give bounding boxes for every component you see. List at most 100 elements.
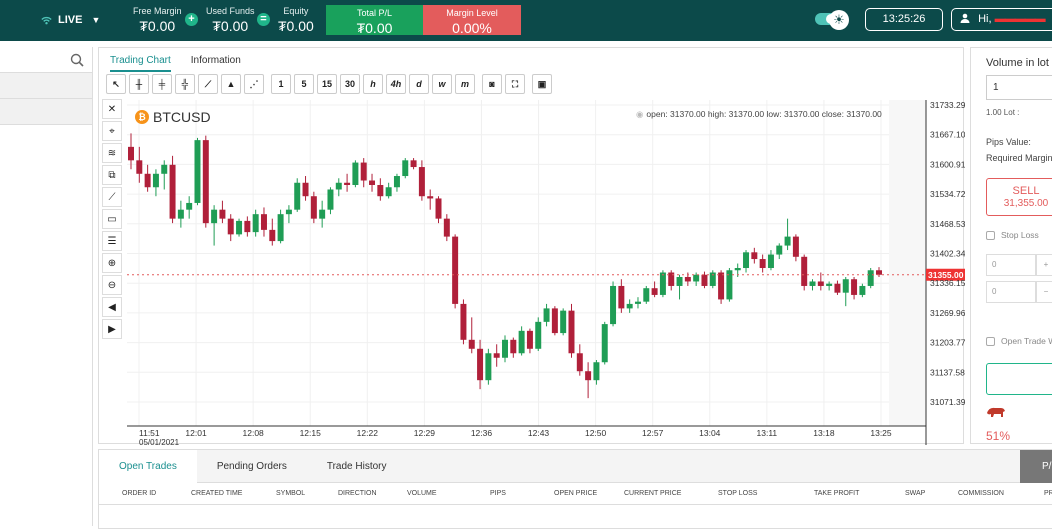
drawing-tools: ✕ ⌖ ≋ ⧉ ⟋ ▭ ☰ ⊕ ⊖ ◀ ▶ — [102, 99, 122, 341]
candle-body — [410, 160, 417, 168]
price-tick-label: 31667.10 — [930, 130, 965, 140]
candle-body — [310, 196, 317, 219]
hollow-candle-icon[interactable]: ╬ — [175, 74, 195, 94]
stop-loss-checkbox[interactable]: Stop Loss — [986, 230, 1039, 240]
cursor-icon[interactable]: ↖ — [106, 74, 126, 94]
candle-body — [585, 371, 592, 381]
instrument-category-row[interactable] — [0, 73, 92, 99]
tab-trading-chart[interactable]: Trading Chart — [110, 55, 171, 72]
candle-body — [194, 140, 201, 203]
cross-cursor-icon[interactable]: ⌖ — [102, 121, 122, 141]
scroll-right-icon[interactable]: ▶ — [102, 319, 122, 339]
instrument-list-panel — [0, 47, 93, 526]
candle-body — [485, 353, 492, 381]
place-order-button[interactable] — [986, 363, 1052, 395]
interval-w[interactable]: w — [432, 74, 452, 94]
dot-chart-icon[interactable]: ⋰ — [244, 74, 264, 94]
account-mode-dropdown[interactable]: LIVE ▼ — [40, 13, 100, 26]
col-current-price: CURRENT PRICE — [624, 490, 682, 497]
interval-4h[interactable]: 4h — [386, 74, 406, 94]
candle-body — [477, 348, 484, 381]
user-icon — [960, 13, 970, 23]
price-tick-label: 31468.53 — [930, 219, 965, 229]
tab-open-trades[interactable]: Open Trades — [99, 450, 197, 483]
col-direction: DIRECTION — [338, 490, 377, 497]
menu-lines-icon[interactable]: ☰ — [102, 231, 122, 251]
candle-body — [227, 218, 234, 235]
interval-30[interactable]: 30 — [340, 74, 360, 94]
open-trade-checkbox[interactable]: Open Trade W — [986, 336, 1052, 346]
candle-body — [493, 353, 500, 358]
tab-pending-orders[interactable]: Pending Orders — [216, 461, 287, 472]
take-profit-input[interactable]: 0 — [986, 281, 1036, 303]
candle-body — [202, 140, 209, 224]
watermark-icon[interactable]: ▣ — [532, 74, 552, 94]
candle-body — [776, 245, 783, 255]
candle-body — [668, 272, 675, 286]
zoom-out-icon[interactable]: ⊖ — [102, 275, 122, 295]
candle-body — [784, 236, 791, 246]
pl-toggle-button[interactable]: P/ — [1020, 450, 1052, 483]
margin-level-label: Margin Level — [446, 8, 498, 18]
fullscreen-icon[interactable]: ⛶ — [505, 74, 525, 94]
tab-information[interactable]: Information — [190, 55, 241, 66]
time-tick-label: 12:22 — [357, 428, 379, 438]
equals-icon: = — [257, 13, 270, 26]
total-pl-label: Total P/L — [356, 8, 393, 18]
interval-d[interactable]: d — [409, 74, 429, 94]
area-chart-icon[interactable]: ▲ — [221, 74, 241, 94]
candle-body — [393, 176, 400, 188]
col-commission: COMMISSION — [958, 490, 1004, 497]
rectangle-icon[interactable]: ▭ — [102, 209, 122, 229]
close-icon[interactable]: ✕ — [102, 99, 122, 119]
instrument-search-input[interactable] — [0, 47, 92, 73]
candle-body — [418, 167, 425, 197]
symbol-header: ₿ BTCUSD — [135, 109, 211, 125]
time-tick-label: 13:25 — [870, 428, 892, 438]
time-tick-label: 13:11 — [757, 428, 778, 438]
candle-body — [826, 283, 833, 286]
stop-loss-input[interactable]: 0 — [986, 254, 1036, 276]
bar-chart-icon[interactable]: ╫ — [129, 74, 149, 94]
volume-input[interactable]: 1 — [986, 75, 1052, 100]
line-chart-icon[interactable]: ⟋ — [198, 74, 218, 94]
candle-body — [726, 270, 733, 300]
interval-5[interactable]: 5 — [294, 74, 314, 94]
total-pl-box: Total P/L ₮0.00 — [326, 5, 423, 36]
used-funds-value: ₮0.00 — [212, 18, 249, 34]
tab-trade-history[interactable]: Trade History — [326, 461, 387, 472]
interval-h[interactable]: h — [363, 74, 383, 94]
sell-label: SELL — [1012, 185, 1040, 197]
current-price-badge — [926, 268, 965, 281]
equity-label: Equity — [283, 6, 309, 16]
candle-body — [252, 214, 259, 233]
user-menu-button[interactable]: Hi, ▬▬▬▬▬ — [951, 8, 1052, 31]
interval-m[interactable]: m — [455, 74, 475, 94]
candlestick-chart[interactable]: 31355.00 31733.29 31667.10 31600.91 31534.72… — [99, 48, 965, 445]
instrument-category-row[interactable] — [0, 99, 92, 125]
candle-body — [277, 214, 284, 242]
time-tick-label: 13:04 — [699, 428, 721, 438]
chart-future-area — [889, 100, 926, 426]
candle-body — [626, 303, 633, 309]
fib-icon[interactable]: ≋ — [102, 143, 122, 163]
time-tick-label: 12:15 — [300, 428, 322, 438]
zoom-in-icon[interactable]: ⊕ — [102, 253, 122, 273]
scroll-left-icon[interactable]: ◀ — [102, 297, 122, 317]
search-icon[interactable] — [70, 53, 84, 67]
copy-icon[interactable]: ⧉ — [102, 165, 122, 185]
camera-icon[interactable]: ◙ — [482, 74, 502, 94]
interval-1[interactable]: 1 — [271, 74, 291, 94]
interval-15[interactable]: 15 — [317, 74, 337, 94]
candle-chart-icon[interactable]: ╪ — [152, 74, 172, 94]
candle-body — [809, 281, 816, 286]
sun-icon[interactable]: ☀ — [829, 10, 849, 30]
candle-body — [319, 209, 326, 219]
sell-button[interactable]: SELL 31,355.00 — [986, 178, 1052, 216]
trendline-icon[interactable]: ⟋ — [102, 187, 122, 207]
candle-body — [219, 209, 226, 219]
candle-body — [518, 330, 525, 354]
increment-button[interactable]: + — [1036, 254, 1052, 276]
decrement-button[interactable]: − — [1036, 281, 1052, 303]
eye-icon[interactable]: ◉ — [636, 109, 644, 119]
